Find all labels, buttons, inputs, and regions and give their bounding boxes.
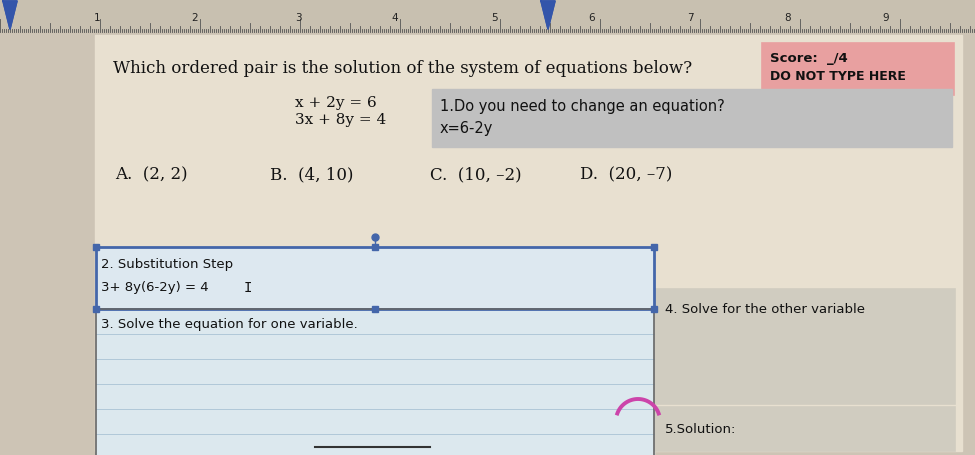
Bar — [372, 306, 378, 312]
Bar — [651, 306, 657, 312]
Text: 5: 5 — [490, 13, 497, 23]
Text: 9: 9 — [882, 13, 889, 23]
Text: 1: 1 — [94, 13, 100, 23]
Text: 2: 2 — [192, 13, 198, 23]
Text: Which ordered pair is the solution of the system of equations below?: Which ordered pair is the solution of th… — [113, 59, 692, 76]
Polygon shape — [541, 2, 555, 30]
Text: 6: 6 — [589, 13, 596, 23]
Text: 4: 4 — [392, 13, 399, 23]
Text: 3+ 8y(6-2y) = 4: 3+ 8y(6-2y) = 4 — [101, 281, 209, 294]
Bar — [0, 0, 975, 33]
Text: 3. Solve the equation for one variable.: 3. Solve the equation for one variable. — [101, 318, 358, 331]
Text: C.  (10, –2): C. (10, –2) — [430, 166, 522, 183]
Text: 7: 7 — [686, 13, 693, 23]
Text: B.  (4, 10): B. (4, 10) — [270, 166, 354, 183]
Text: 1.Do you need to change an equation?: 1.Do you need to change an equation? — [440, 99, 724, 114]
Text: A.  (2, 2): A. (2, 2) — [115, 166, 187, 183]
Bar — [762, 44, 954, 96]
Text: Score:  _/4: Score: _/4 — [770, 51, 847, 64]
Bar — [655, 407, 955, 451]
Text: 3x + 8y = 4: 3x + 8y = 4 — [295, 113, 386, 127]
Bar — [372, 244, 378, 250]
Text: 8: 8 — [785, 13, 792, 23]
Text: 5.Solution:: 5.Solution: — [665, 423, 736, 435]
Text: 4. Solve for the other variable: 4. Solve for the other variable — [665, 303, 865, 316]
Bar — [432, 90, 952, 148]
Text: D.  (20, –7): D. (20, –7) — [580, 166, 673, 183]
Text: I: I — [244, 280, 253, 294]
Text: DO NOT TYPE HERE: DO NOT TYPE HERE — [770, 69, 906, 82]
Text: 3: 3 — [294, 13, 301, 23]
Text: x=6-2y: x=6-2y — [440, 120, 493, 135]
Bar — [655, 289, 955, 404]
Text: x + 2y = 6: x + 2y = 6 — [295, 96, 376, 110]
Text: 2. Substitution Step: 2. Substitution Step — [101, 258, 233, 271]
Bar — [95, 36, 962, 451]
Bar — [651, 244, 657, 250]
Bar — [93, 306, 99, 312]
Polygon shape — [3, 2, 17, 30]
Bar — [96, 248, 654, 309]
Bar — [96, 309, 654, 455]
Bar — [93, 244, 99, 250]
